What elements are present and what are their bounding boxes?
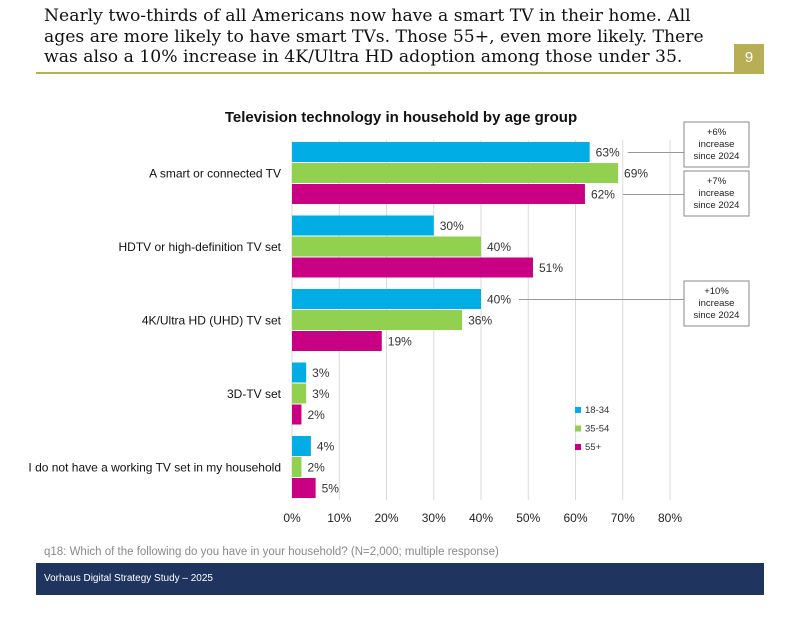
bar bbox=[292, 404, 302, 425]
x-tick-label: 0% bbox=[283, 511, 301, 525]
value-label: 2% bbox=[307, 408, 325, 422]
x-tick-label: 10% bbox=[327, 511, 351, 525]
chart-title: Television technology in household by ag… bbox=[225, 109, 577, 126]
annotation-text: increase bbox=[699, 298, 735, 309]
annotation-text: +6% bbox=[707, 127, 727, 138]
annotation-text: increase bbox=[699, 188, 735, 199]
legend-label: 55+ bbox=[585, 442, 602, 453]
bar bbox=[292, 184, 585, 204]
x-tick-label: 30% bbox=[422, 511, 446, 525]
value-label: 5% bbox=[322, 482, 340, 496]
annotation-text: +10% bbox=[704, 286, 729, 297]
bar bbox=[292, 478, 316, 498]
value-label: 30% bbox=[440, 219, 464, 233]
legend-label: 35-54 bbox=[585, 424, 609, 435]
value-label: 4% bbox=[317, 440, 335, 454]
value-label: 36% bbox=[468, 314, 492, 328]
bar bbox=[292, 257, 533, 278]
x-tick-label: 80% bbox=[658, 511, 682, 525]
bar bbox=[292, 362, 307, 383]
category-label: A smart or connected TV bbox=[149, 167, 281, 181]
value-label: 62% bbox=[591, 188, 615, 202]
bar bbox=[292, 215, 434, 236]
bar bbox=[292, 331, 382, 351]
annotation-text: +7% bbox=[707, 176, 727, 187]
annotation-box bbox=[683, 121, 750, 168]
bar bbox=[292, 310, 463, 330]
annotation-text: since 2024 bbox=[694, 200, 740, 211]
value-label: 51% bbox=[539, 261, 563, 275]
value-label: 40% bbox=[487, 240, 511, 254]
category-label: 3D-TV set bbox=[227, 387, 282, 401]
footer-text: Vorhaus Digital Strategy Study – 2025 bbox=[44, 573, 213, 584]
value-label: 3% bbox=[312, 387, 330, 401]
category-label: HDTV or high-definition TV set bbox=[118, 240, 281, 254]
bar bbox=[292, 163, 619, 183]
x-tick-label: 50% bbox=[516, 511, 540, 525]
legend-swatch bbox=[575, 407, 581, 413]
bar bbox=[292, 236, 481, 257]
header-rule bbox=[36, 72, 764, 74]
survey-footnote: q18: Which of the following do you have … bbox=[44, 546, 499, 558]
bar bbox=[292, 457, 302, 477]
x-tick-label: 40% bbox=[469, 511, 493, 525]
annotation-text: since 2024 bbox=[694, 151, 740, 162]
bar bbox=[292, 142, 590, 162]
x-tick-label: 60% bbox=[563, 511, 587, 525]
value-label: 2% bbox=[307, 461, 325, 475]
x-tick-label: 70% bbox=[611, 511, 635, 525]
value-label: 63% bbox=[596, 146, 620, 160]
bar bbox=[292, 289, 481, 309]
category-label: I do not have a working TV set in my hou… bbox=[28, 461, 281, 475]
value-label: 3% bbox=[312, 366, 330, 380]
headline: Nearly two-thirds of all Americans now h… bbox=[44, 6, 704, 67]
page-number-badge: 9 bbox=[734, 44, 764, 72]
x-tick-label: 20% bbox=[374, 511, 398, 525]
footer-bar: Vorhaus Digital Strategy Study – 2025 bbox=[36, 563, 764, 595]
value-label: 69% bbox=[624, 167, 648, 181]
value-label: 40% bbox=[487, 293, 511, 307]
bar bbox=[292, 436, 311, 456]
category-label: 4K/Ultra HD (UHD) TV set bbox=[142, 314, 282, 328]
annotation-box bbox=[683, 170, 750, 217]
legend-swatch bbox=[575, 425, 581, 432]
legend-label: 18-34 bbox=[585, 405, 609, 416]
annotation-text: increase bbox=[699, 139, 735, 150]
annotation-text: since 2024 bbox=[694, 310, 740, 321]
bar bbox=[292, 383, 307, 404]
legend-swatch bbox=[575, 444, 581, 450]
value-label: 19% bbox=[388, 335, 412, 349]
annotation-box bbox=[683, 280, 750, 327]
